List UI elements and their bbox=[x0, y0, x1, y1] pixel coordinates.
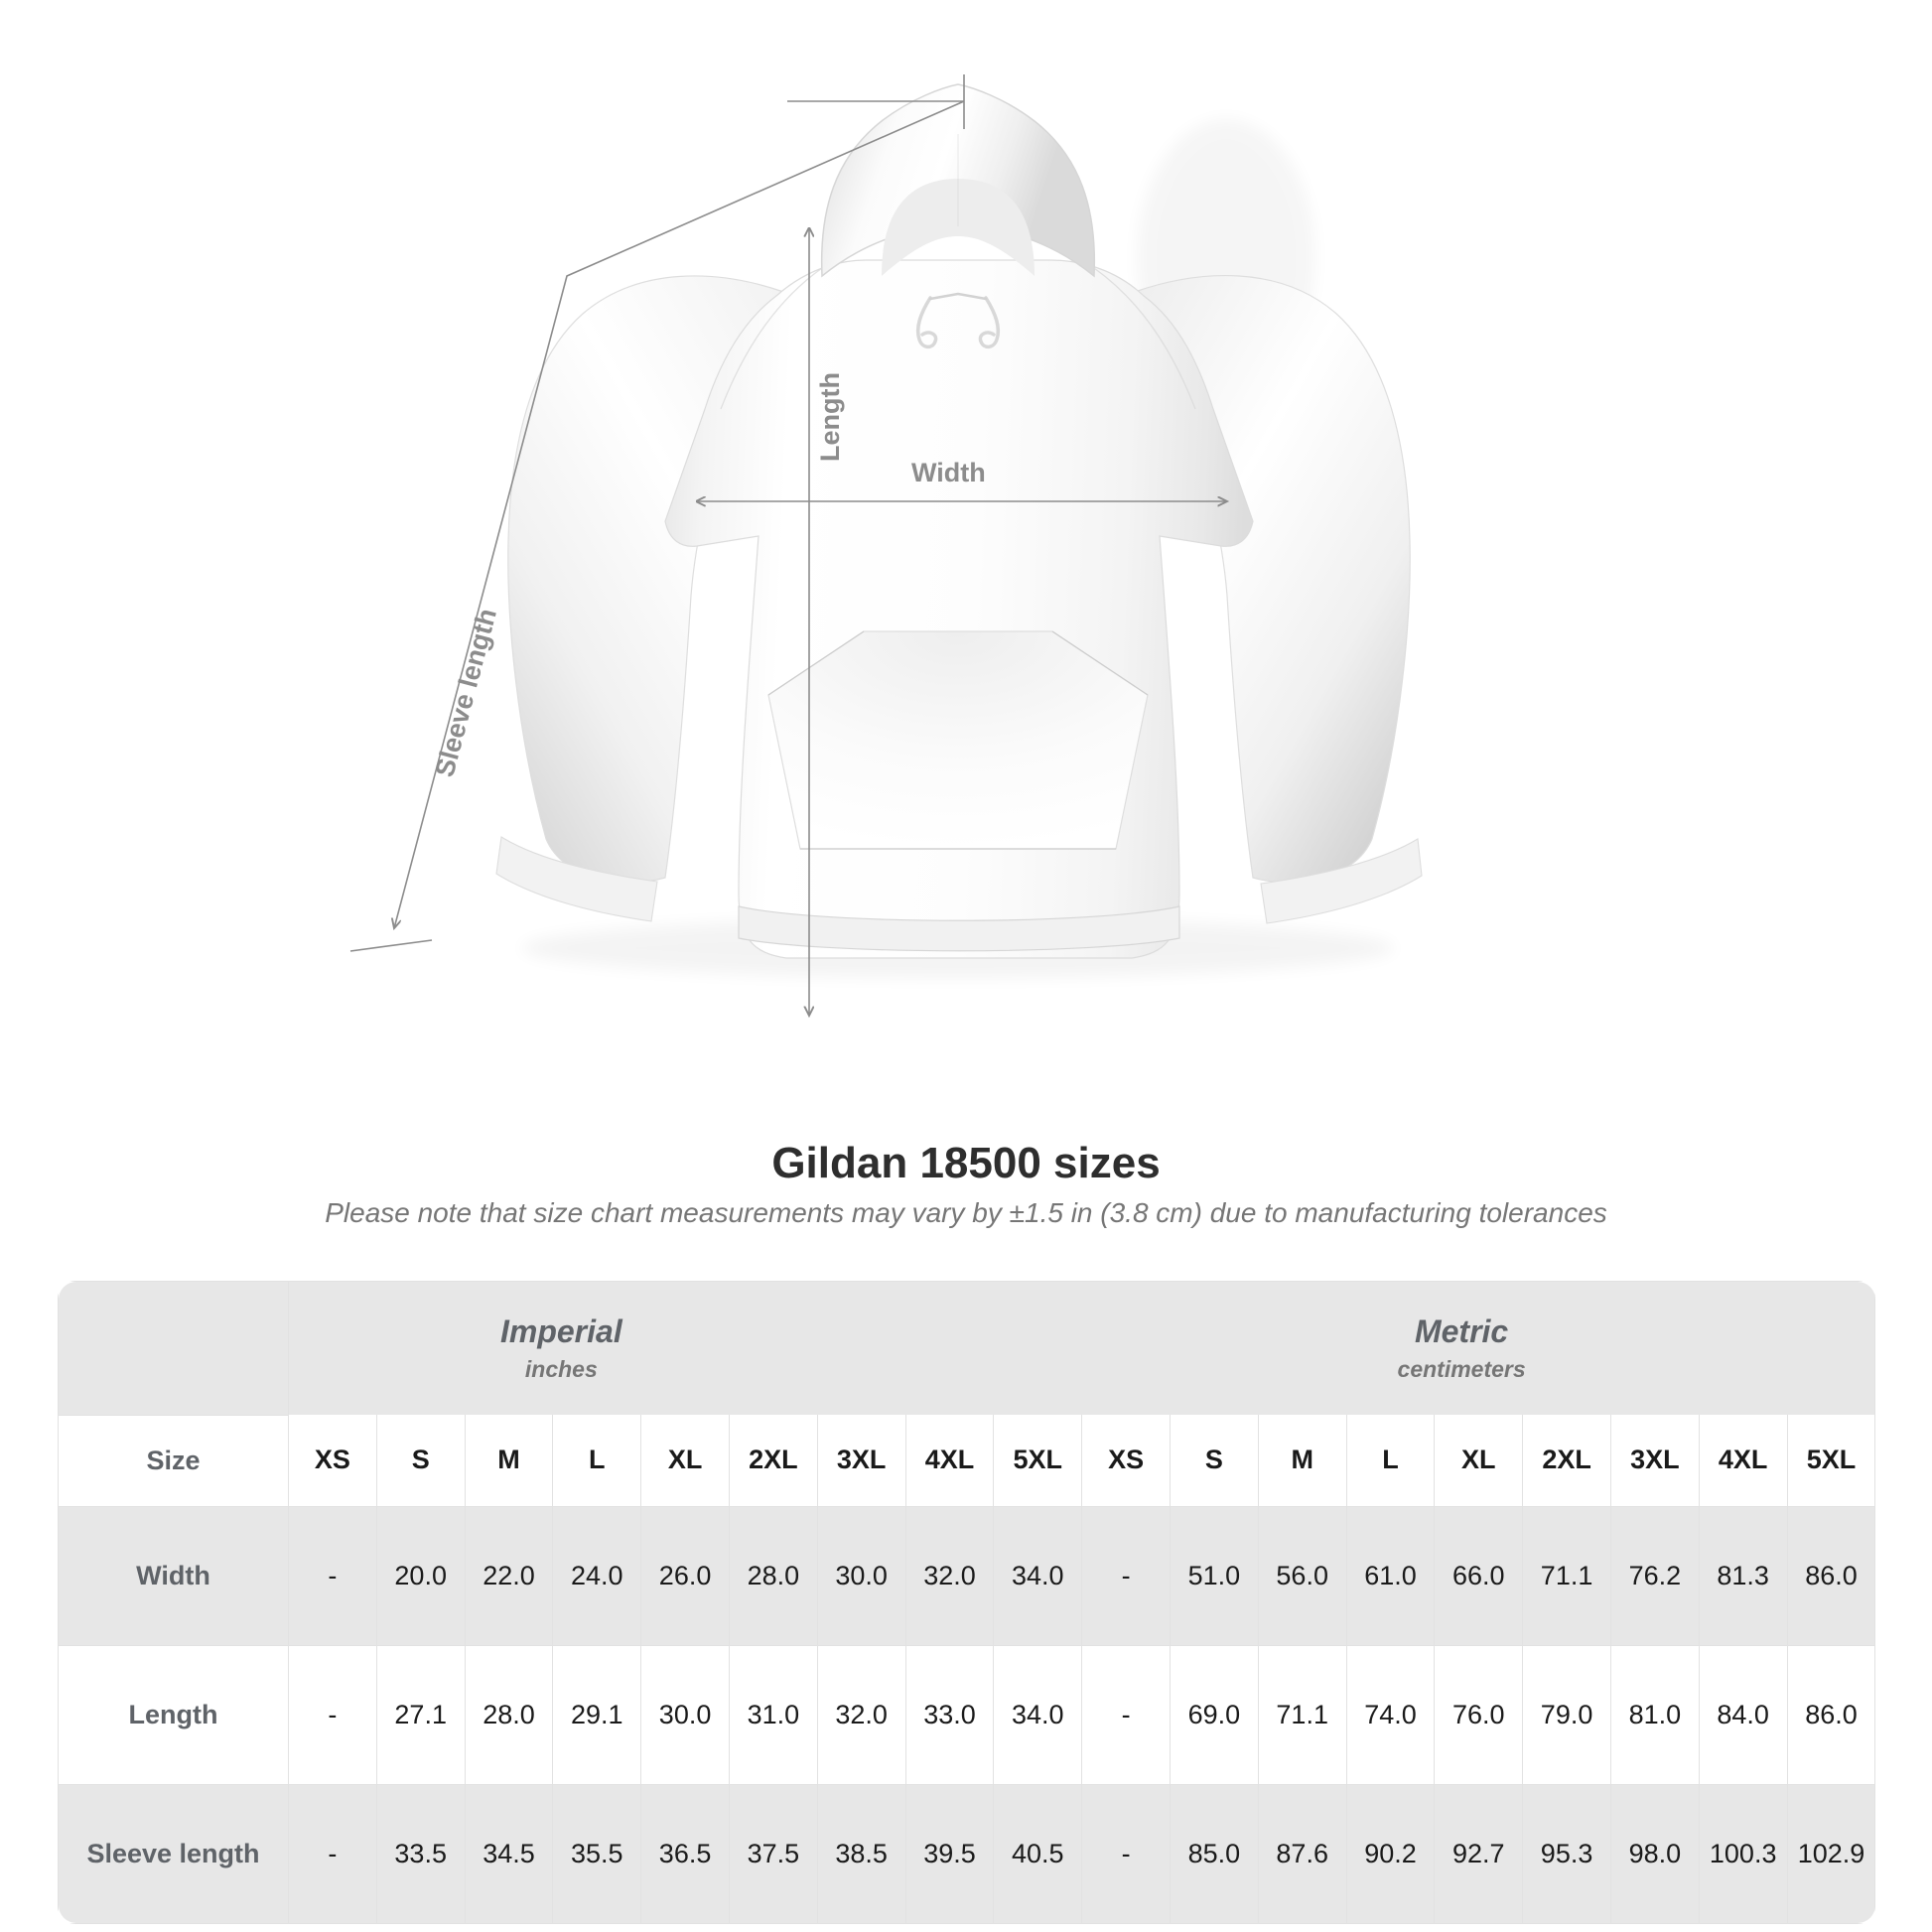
svg-text:Width: Width bbox=[911, 458, 986, 487]
svg-text:Length: Length bbox=[815, 372, 845, 462]
svg-text:Sleeve length: Sleeve length bbox=[430, 606, 502, 780]
